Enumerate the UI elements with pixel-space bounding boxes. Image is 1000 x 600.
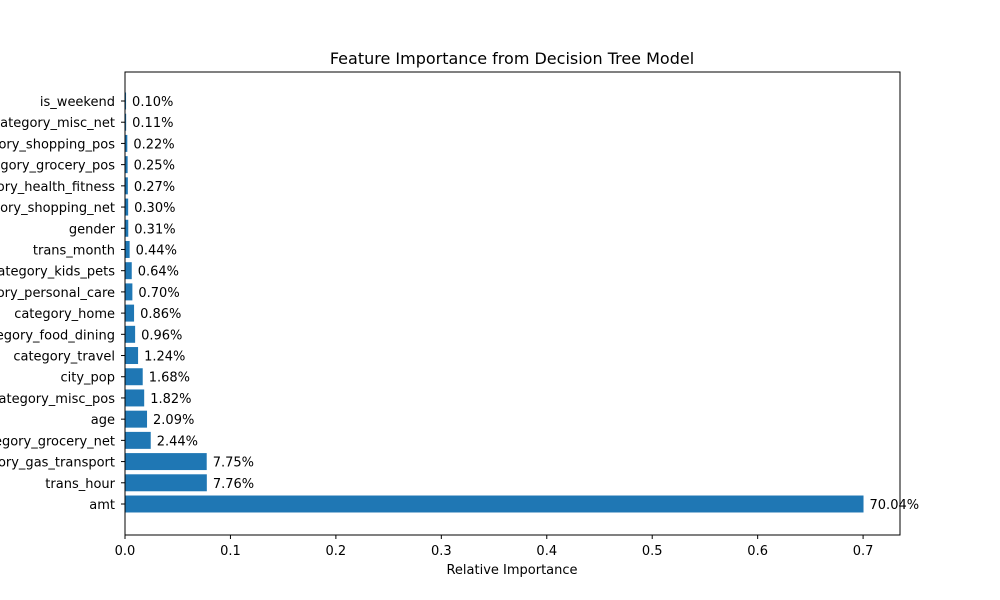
bar-age <box>125 410 148 428</box>
bar-value-label: 7.75% <box>213 456 254 471</box>
x-tick-label: 0.3 <box>431 544 452 559</box>
bar-is-weekend <box>125 92 127 110</box>
bar-category-grocery-net <box>125 431 151 449</box>
bar-category-food-dining <box>125 325 136 343</box>
bar-city-pop <box>125 368 143 386</box>
bar-category-gas-transport <box>125 453 207 471</box>
bar-value-label: 0.11% <box>132 116 173 131</box>
x-tick-label: 0.4 <box>536 544 557 559</box>
y-tick-label: city_pop <box>60 371 115 386</box>
y-tick-label: category_kids_pets <box>0 265 115 280</box>
y-tick-label: category_gas_transport <box>0 456 115 471</box>
bar-value-label: 2.44% <box>157 434 198 449</box>
y-tick-label: is_weekend <box>40 95 115 110</box>
bar-value-label: 0.70% <box>138 286 179 301</box>
bar-category-misc-net <box>125 113 127 131</box>
bar-value-label: 0.44% <box>136 243 177 258</box>
bar-trans-hour <box>125 474 207 492</box>
bar-category-health-fitness <box>125 177 128 195</box>
x-axis: 0.0 0.1 0.2 0.3 0.4 0.5 0.6 0.7 <box>115 535 874 559</box>
y-tick-label: category_shopping_net <box>0 201 115 216</box>
bar-value-label: 0.30% <box>134 201 175 216</box>
bar-gender <box>125 219 129 237</box>
bar-value-label: 0.27% <box>134 180 175 195</box>
bar-category-kids-pets <box>125 262 132 280</box>
bars-group <box>125 92 864 513</box>
bar-value-label: 7.76% <box>213 477 254 492</box>
x-tick-label: 0.5 <box>642 544 663 559</box>
data-labels-group: 70.04% 7.76% 7.75% 2.44% 2.09% 1.82% 1.68% 1.24… <box>132 95 919 513</box>
bar-value-label: 1.82% <box>150 392 191 407</box>
y-tick-label: trans_month <box>33 243 115 258</box>
bar-category-shopping-net <box>125 198 129 216</box>
bar-value-label: 0.96% <box>141 328 182 343</box>
bar-value-label: 0.31% <box>134 222 175 237</box>
y-tick-label: category_shopping_pos <box>0 137 115 152</box>
y-tick-label: category_travel <box>13 350 115 365</box>
y-tick-label: category_grocery_pos <box>0 159 115 174</box>
y-tick-label: category_misc_pos <box>0 392 115 407</box>
plot-frame <box>124 71 901 536</box>
y-tick-label: category_personal_care <box>0 286 115 301</box>
bar-value-label: 0.64% <box>138 265 179 280</box>
bar-amt <box>125 495 864 513</box>
bar-value-label: 0.86% <box>140 307 181 322</box>
bar-category-home <box>125 304 135 322</box>
bar-value-label: 70.04% <box>870 498 920 513</box>
bar-category-grocery-pos <box>125 156 128 174</box>
y-axis: amt trans_hour category_gas_transport categ… <box>0 95 125 513</box>
bar-trans-month <box>125 240 130 258</box>
y-tick-label: category_food_dining <box>0 328 115 343</box>
bar-category-shopping-pos <box>125 134 128 152</box>
y-tick-label: gender <box>69 222 116 237</box>
y-tick-label: amt <box>89 498 115 513</box>
y-tick-label: category_health_fitness <box>0 180 115 195</box>
bar-value-label: 2.09% <box>153 413 194 428</box>
y-tick-label: age <box>91 413 115 428</box>
bar-value-label: 0.10% <box>132 95 173 110</box>
x-tick-label: 0.2 <box>326 544 347 559</box>
x-tick-label: 0.7 <box>853 544 874 559</box>
y-tick-label: category_misc_net <box>0 116 115 131</box>
bar-category-travel <box>125 347 139 365</box>
y-tick-label: category_home <box>14 307 115 322</box>
x-tick-label: 0.6 <box>747 544 768 559</box>
bar-value-label: 0.25% <box>134 159 175 174</box>
y-tick-label: trans_hour <box>45 477 115 492</box>
x-tick-label: 0.1 <box>220 544 241 559</box>
x-axis-label: Relative Importance <box>446 563 577 578</box>
bar-value-label: 1.68% <box>149 371 190 386</box>
bar-category-misc-pos <box>125 389 145 407</box>
bar-value-label: 0.22% <box>133 137 174 152</box>
bar-value-label: 1.24% <box>144 350 185 365</box>
x-tick-label: 0.0 <box>115 544 136 559</box>
bar-category-personal-care <box>125 283 133 301</box>
y-tick-label: category_grocery_net <box>0 434 115 449</box>
chart-title: Feature Importance from Decision Tree Mo… <box>330 49 694 68</box>
